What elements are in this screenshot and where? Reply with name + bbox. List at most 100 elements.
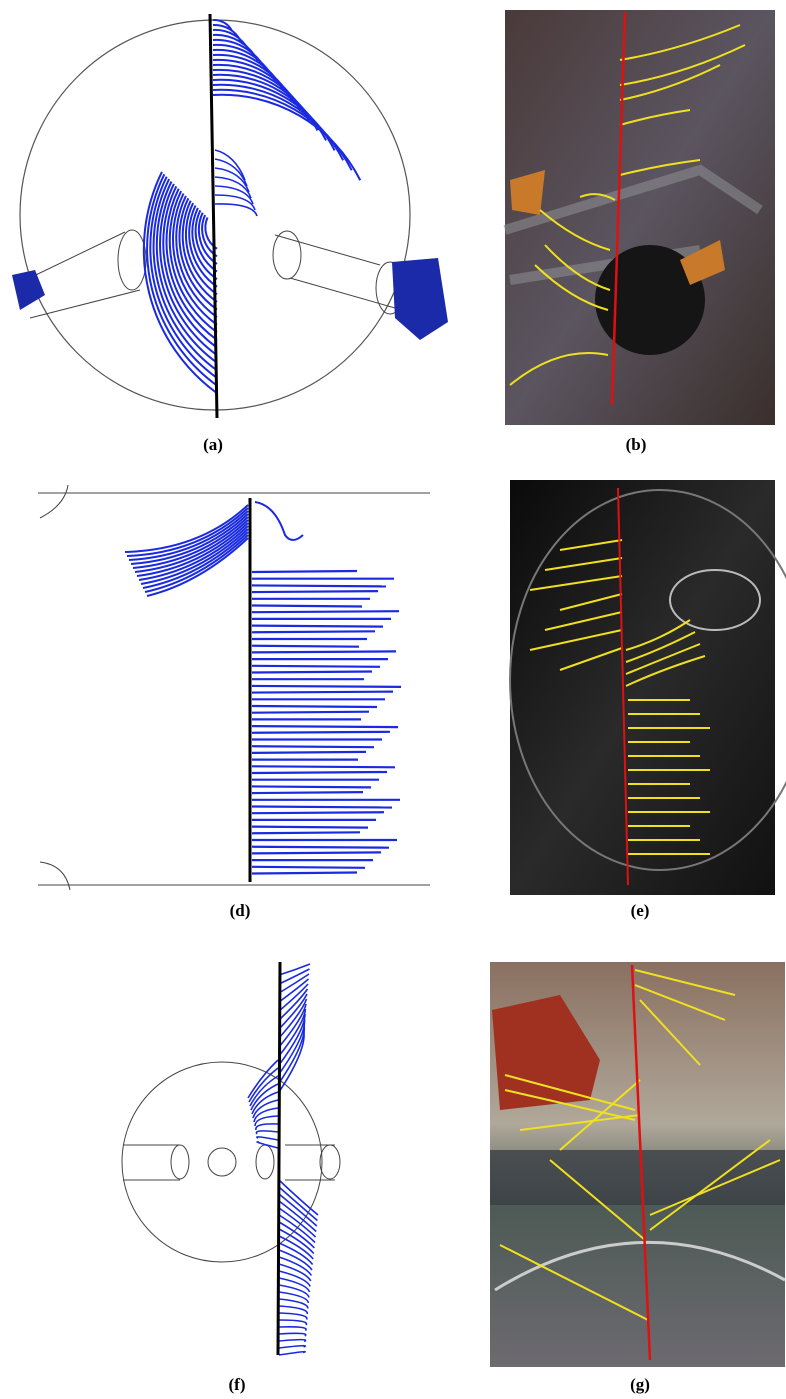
photo-rim	[494, 1240, 786, 1292]
streamline	[278, 1256, 313, 1276]
streamline	[132, 516, 249, 569]
streamline	[278, 978, 310, 1003]
streamline	[256, 1141, 279, 1149]
streamline	[251, 604, 363, 608]
streamline	[278, 998, 308, 1039]
photo	[510, 480, 775, 895]
streamline	[649, 1139, 771, 1231]
streamline	[559, 647, 623, 671]
streamline	[251, 831, 361, 835]
streamline	[559, 593, 623, 611]
streamline	[251, 725, 399, 729]
streamline	[214, 167, 250, 193]
streamline	[625, 655, 706, 687]
streamline	[254, 501, 304, 541]
shaft	[207, 1147, 237, 1177]
streamline	[278, 1319, 308, 1326]
streamline	[639, 999, 701, 1066]
panel-label: (d)	[230, 901, 251, 920]
streamline	[251, 770, 388, 775]
pipe-end	[319, 1144, 341, 1180]
streamline	[251, 610, 400, 614]
streamline	[278, 1338, 307, 1343]
streamline	[191, 207, 218, 280]
streamline	[278, 1028, 305, 1093]
streamline	[130, 513, 249, 565]
streamline	[251, 750, 367, 754]
streamline	[278, 1235, 314, 1260]
streamline	[634, 969, 736, 996]
streamline	[178, 197, 218, 311]
streamline	[278, 1332, 307, 1337]
centerline	[610, 11, 627, 406]
panel-d	[38, 484, 430, 891]
streamline	[278, 1277, 311, 1293]
streamline	[251, 791, 364, 795]
streamline	[625, 643, 701, 675]
vessel-outline	[121, 1061, 323, 1263]
streamline	[251, 1091, 279, 1115]
streamline	[162, 185, 218, 349]
streamline	[251, 670, 373, 674]
streamline	[278, 1214, 316, 1244]
streamline	[278, 1018, 306, 1075]
streamline	[278, 968, 310, 985]
panel-label: (b)	[626, 435, 647, 454]
pipe	[14, 231, 396, 319]
streamline	[214, 176, 252, 199]
photo-beam	[490, 1150, 785, 1205]
streamline	[251, 871, 358, 875]
streamline	[214, 185, 254, 205]
streamline	[188, 205, 218, 288]
streamline	[549, 1159, 646, 1241]
streamline	[214, 194, 256, 211]
streamline	[278, 1013, 306, 1066]
streamline	[529, 575, 623, 591]
streamline	[499, 1244, 649, 1321]
streamline	[251, 569, 358, 574]
streamline	[248, 1067, 279, 1103]
centerline	[208, 13, 219, 419]
panel-label: (g)	[630, 1375, 650, 1394]
streamline	[278, 1221, 315, 1249]
streamline	[126, 507, 249, 557]
wall-curve	[39, 484, 71, 891]
streamline	[278, 1249, 313, 1271]
streamline	[251, 765, 396, 769]
streamline	[278, 1186, 318, 1222]
photo-vessel	[509, 489, 786, 871]
streamline	[159, 183, 218, 356]
streamline	[142, 531, 249, 589]
streamline	[504, 1089, 636, 1121]
streamline	[172, 193, 218, 326]
streamline	[619, 44, 746, 86]
streamline	[278, 1228, 315, 1255]
streamline	[544, 611, 623, 631]
photo-object	[680, 240, 725, 285]
streamline	[152, 178, 218, 372]
streamline	[278, 983, 309, 1012]
streamline	[509, 352, 609, 386]
streamline	[155, 181, 218, 364]
streamline	[251, 644, 360, 648]
centerline	[630, 964, 652, 1361]
streamline	[278, 1207, 317, 1238]
streamline	[212, 88, 353, 171]
streamline	[251, 825, 369, 829]
streamline	[278, 1312, 308, 1320]
streamline	[214, 149, 246, 181]
streamline	[251, 785, 372, 789]
pipe-end	[170, 1144, 190, 1180]
photo-pipe	[669, 569, 761, 631]
panel-label: (a)	[203, 435, 223, 454]
streamline	[251, 811, 385, 815]
streamline	[619, 159, 701, 176]
streamline	[251, 710, 370, 714]
streamline	[278, 1326, 307, 1332]
centerline	[276, 961, 282, 1356]
streamline	[278, 1263, 312, 1282]
streamline	[251, 584, 387, 588]
streamline	[539, 209, 611, 251]
streamline	[619, 64, 721, 101]
streamline	[175, 195, 218, 318]
